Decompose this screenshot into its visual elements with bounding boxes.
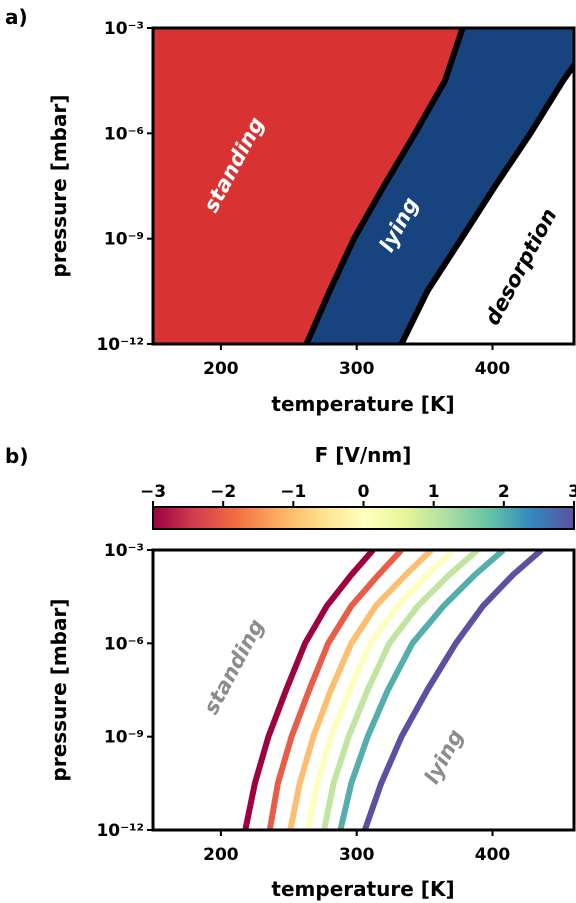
panel-a-plot-area — [153, 28, 574, 344]
panel-b-y-tick-label: 10⁻⁶ — [104, 634, 144, 654]
panel-a-x-tick-label: 300 — [339, 359, 375, 379]
panel-a-y-tick-label: 10⁻¹² — [96, 335, 144, 355]
panel-a-frame — [151, 26, 576, 346]
series-line-3 — [287, 550, 434, 830]
colorbar-tick-label: −3 — [140, 482, 166, 502]
panel-a-x-axis-title: temperature [K] — [271, 392, 454, 416]
panel-b-plot-area — [242, 550, 544, 830]
panel-a-y-tick-label: 10⁻⁹ — [104, 230, 144, 250]
series-line-1 — [242, 550, 376, 830]
boundary-lying-desorption — [398, 59, 574, 344]
series-line-5 — [321, 550, 480, 830]
region-standing — [153, 28, 463, 344]
panel-b-x-tick-label: 400 — [475, 845, 511, 865]
panel-a-x-tick-label: 400 — [475, 359, 511, 379]
colorbar-tick-label: 1 — [428, 482, 440, 502]
series-line-2 — [266, 550, 404, 830]
colorbar-tick-label: 2 — [498, 482, 510, 502]
colorbar — [152, 506, 575, 530]
panel-b-ticks: 200 300 400 10⁻¹² 10⁻⁹ 10⁻⁶ 10⁻³ — [96, 541, 510, 865]
panel-b-label: b) — [5, 444, 28, 468]
panel-b-y-axis-title: pressure [mbar] — [47, 599, 71, 782]
panel-a-y-tick-label: 10⁻³ — [104, 19, 144, 39]
panel-b-y-tick-label: 10⁻⁹ — [104, 728, 144, 748]
series-line-4 — [304, 550, 456, 830]
series-line-7 — [362, 550, 544, 830]
panel-b-x-tick-label: 300 — [339, 845, 375, 865]
panel-a-label: a) — [5, 5, 28, 29]
colorbar-ticks: −3 −2 −1 0 1 2 3 — [140, 482, 576, 507]
annotation-lying: lying — [420, 725, 468, 788]
panel-b-y-tick-label: 10⁻³ — [104, 541, 144, 561]
panel-a-ticks: 200 300 400 10⁻¹² 10⁻⁹ 10⁻⁶ 10⁻³ — [96, 19, 510, 379]
panel-a-y-axis-title: pressure [mbar] — [47, 95, 71, 278]
series-line-6 — [337, 550, 506, 830]
annotation-standing: standing — [199, 615, 269, 718]
colorbar-tick-label: −2 — [210, 482, 236, 502]
panel-b-frame — [151, 548, 576, 832]
panel-b-x-axis-title: temperature [K] — [271, 877, 454, 901]
panel-a-y-tick-label: 10⁻⁶ — [104, 124, 144, 144]
panel-a-x-tick-label: 200 — [203, 359, 239, 379]
colorbar-tick-label: 0 — [358, 482, 370, 502]
colorbar-title: F [V/nm] — [315, 443, 412, 467]
panel-b-x-tick-label: 200 — [203, 845, 239, 865]
panel-b-y-tick-label: 10⁻¹² — [96, 821, 144, 841]
colorbar-tick-label: −1 — [280, 482, 306, 502]
colorbar-tick-label: 3 — [568, 482, 576, 502]
boundary-standing-lying — [303, 28, 466, 344]
